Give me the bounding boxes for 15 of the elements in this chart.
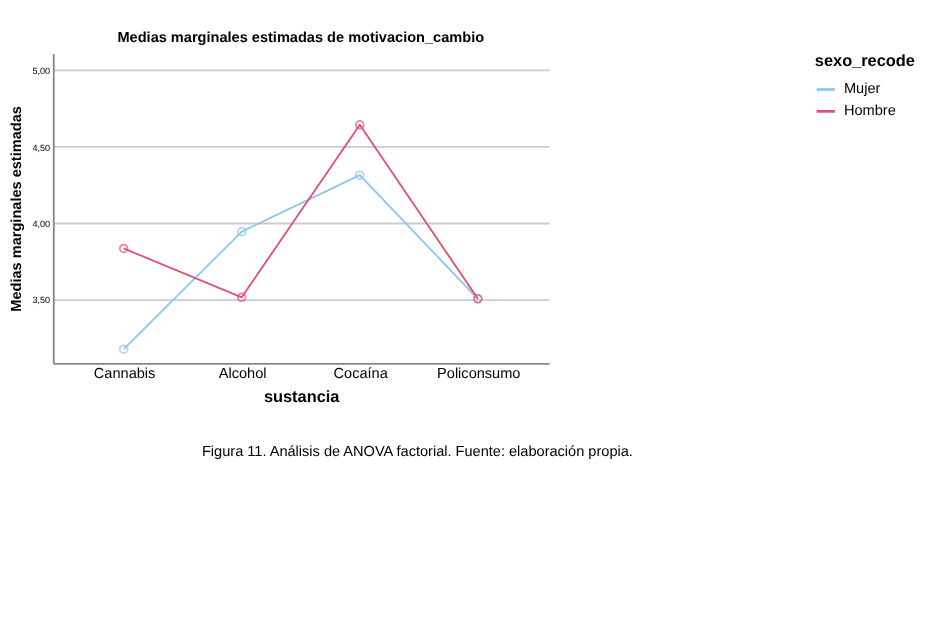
chart-title: Medias marginales estimadas de motivacion_cambio (117, 28, 486, 47)
x-tick-label: Alcohol (218, 364, 268, 383)
x-axis-title: sustancia (263, 388, 341, 407)
legend-label: Hombre (843, 101, 896, 120)
text: Figura 11. Análisis de ANOVA factorial. Fuente: elaboración propia. (201, 441, 633, 460)
x-tick-label: Policonsumo (437, 364, 521, 383)
x-tick-label: Cocaína (333, 364, 390, 383)
legend-label: Mujer (843, 79, 882, 98)
legend-title: sexo_recode (814, 51, 916, 70)
point (355, 120, 365, 130)
point (236, 226, 247, 237)
y-axis-title: Medias marginales estimadas (7, 106, 26, 312)
point (236, 292, 247, 303)
x-tick-label: Cannabis (93, 364, 157, 383)
point (355, 170, 365, 180)
